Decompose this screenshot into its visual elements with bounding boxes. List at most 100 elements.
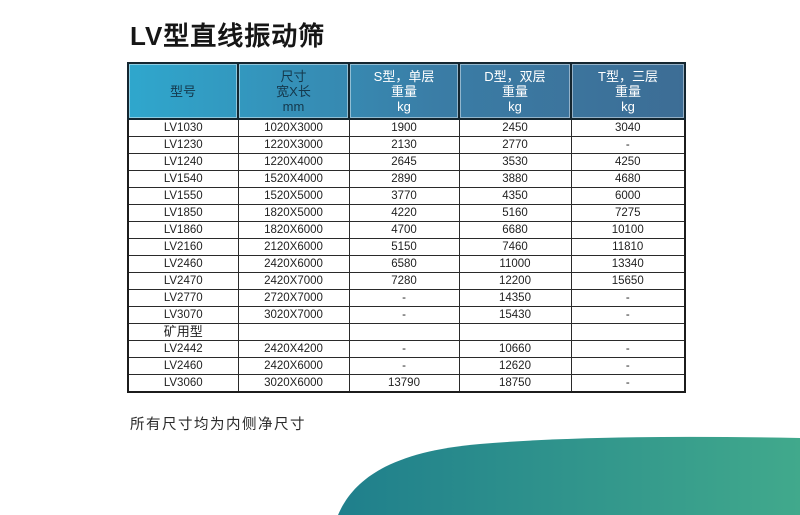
table-cell: 1900 [348,118,460,137]
table-cell: 2420X4200 [237,340,350,358]
table-cell: 10660 [458,340,572,358]
table-cell: 2450 [458,118,572,137]
table-cell: 4680 [570,170,686,188]
table-cell: 10100 [570,221,686,239]
table-row: LV2470 2420X7000 7280 12200 15650 [127,272,686,290]
table-row: LV1550 1520X5000 3770 4350 6000 [127,187,686,205]
table-row: LV3070 3020X7000-15430- [127,306,686,324]
table-cell: - [570,289,686,307]
table-cell: - [348,306,460,324]
table-row: LV3060 3020X6000 13790 18750- [127,374,686,393]
table-cell: 13340 [570,255,686,273]
table-row: LV2442 2420X4200-10660- [127,340,686,358]
table-cell: LV1850 [127,204,239,222]
table-row: LV1540 1520X4000 2890 3880 4680 [127,170,686,188]
table-row: LV1850 1820X5000 4220 5160 7275 [127,204,686,222]
column-header-line: 重量 [501,83,528,99]
table-cell: 1220X3000 [237,136,350,154]
table-cell: LV2442 [127,340,239,358]
table-cell: LV1240 [127,153,239,171]
table-cell: 2770 [458,136,572,154]
table-cell: LV2460 [127,255,239,273]
table-cell: 2645 [348,153,460,171]
spec-table-container: 型号 尺寸 宽X长 mm S型，单层 重量 kg D型，双层 重量 kg T型，三层 重量 kg LV1… [127,62,686,393]
table-cell [570,323,686,341]
table-cell: - [570,340,686,358]
column-header-line: mm [282,98,305,114]
table-cell: 6680 [458,221,572,239]
table-cell: 4350 [458,187,572,205]
table-cell: 2890 [348,170,460,188]
column-header-line: S型，单层 [373,68,435,84]
table-cell [237,323,350,341]
table-cell: 2720X7000 [237,289,350,307]
table-cell: 13790 [348,374,460,393]
table-cell: - [348,340,460,358]
table-row: LV2460 2420X6000 6580 11000 13340 [127,255,686,273]
table-cell: LV2770 [127,289,239,307]
table-cell: 15430 [458,306,572,324]
table-row: LV1240 1220X4000 2645 3530 4250 [127,153,686,171]
swoosh-shape [338,436,800,515]
section-row: 矿用型 [127,323,686,341]
column-header-line: 型号 [169,83,196,99]
table-cell: - [570,357,686,375]
table-cell: 3880 [458,170,572,188]
table-cell: 1520X4000 [237,170,350,188]
table-cell: 2130 [348,136,460,154]
table-row: LV2160 2120X6000 5150 7460 11810 [127,238,686,256]
column-header: 型号 [127,62,239,120]
table-cell: 5160 [458,204,572,222]
table-cell: LV1540 [127,170,239,188]
spec-table-body: LV1030 1020X3000 1900 2450 3040 LV1230 1220X30… [127,118,686,393]
table-cell: LV2470 [127,272,239,290]
table-cell: - [348,289,460,307]
table-header-row: 型号 尺寸 宽X长 mm S型，单层 重量 kg D型，双层 重量 kg T型，三层 重量 kg [127,62,686,120]
column-header-line: 宽X长 [276,83,311,99]
table-cell: 18750 [458,374,572,393]
table-cell: 15650 [570,272,686,290]
table-cell: 5150 [348,238,460,256]
table-row: LV1030 1020X3000 1900 2450 3040 [127,118,686,137]
table-cell: 4250 [570,153,686,171]
table-cell: 4220 [348,204,460,222]
column-header-line: 重量 [614,83,641,99]
table-cell: 3770 [348,187,460,205]
table-cell: 12620 [458,357,572,375]
table-cell: LV1860 [127,221,239,239]
table-cell: 6000 [570,187,686,205]
table-cell: 11810 [570,238,686,256]
table-cell: 14350 [458,289,572,307]
page-title: LV型直线振动筛 [130,21,326,51]
table-cell: 12200 [458,272,572,290]
table-cell: - [348,357,460,375]
column-header: T型，三层 重量 kg [570,62,686,120]
column-header-line: 重量 [390,83,417,99]
table-cell: - [570,374,686,393]
column-header-line: kg [397,98,411,114]
table-cell: 7460 [458,238,572,256]
table-cell: 3020X7000 [237,306,350,324]
table-cell: 7280 [348,272,460,290]
column-header: S型，单层 重量 kg [348,62,460,120]
column-header-line: kg [508,98,522,114]
table-cell: 3040 [570,118,686,137]
column-header-line: D型，双层 [484,68,546,84]
table-cell [348,323,460,341]
table-cell: - [570,136,686,154]
table-cell: 4700 [348,221,460,239]
table-cell: LV1030 [127,118,239,137]
table-cell: 1520X5000 [237,187,350,205]
table-cell: 2420X7000 [237,272,350,290]
table-cell: LV2460 [127,357,239,375]
dimensions-footnote: 所有尺寸均为内侧净尺寸 [130,417,306,433]
table-cell [458,323,572,341]
column-header-line: kg [621,98,635,114]
table-cell: 2120X6000 [237,238,350,256]
column-header-line: 尺寸 [280,68,307,84]
table-cell: LV2160 [127,238,239,256]
table-cell: 11000 [458,255,572,273]
spec-table-head: 型号 尺寸 宽X长 mm S型，单层 重量 kg D型，双层 重量 kg T型，三层 重量 kg [127,62,686,120]
column-header-line: T型，三层 [598,68,658,84]
